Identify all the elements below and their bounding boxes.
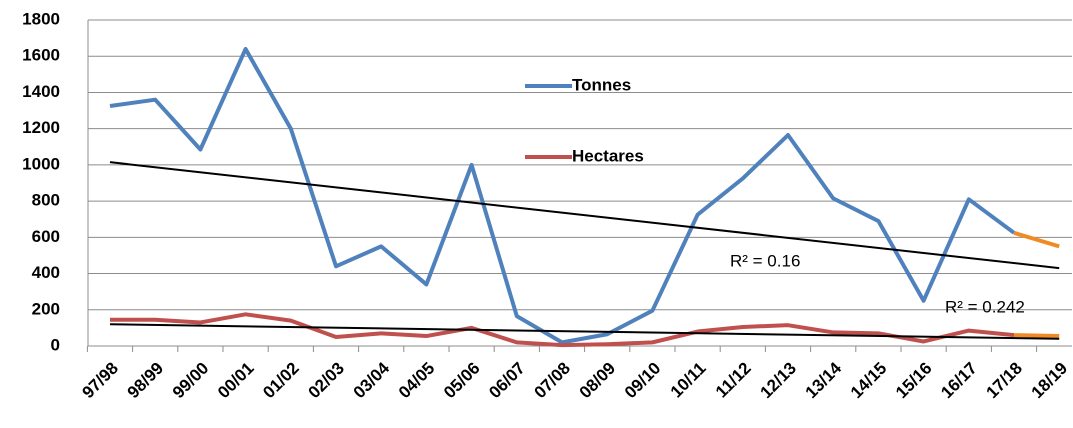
y-tick-label: 600 bbox=[32, 227, 60, 246]
y-tick-label: 1400 bbox=[22, 82, 60, 101]
x-tick-label: 09/10 bbox=[621, 359, 665, 403]
x-tick-label: 16/17 bbox=[937, 359, 981, 403]
y-tick-label: 1800 bbox=[22, 9, 60, 28]
x-tick-label: 13/14 bbox=[802, 358, 846, 402]
x-tick-label: 01/02 bbox=[259, 359, 303, 403]
y-tick-label: 0 bbox=[51, 335, 60, 354]
x-tick-label: 12/13 bbox=[756, 359, 800, 403]
x-tick-label: 10/11 bbox=[667, 359, 710, 402]
x-tick-label: 04/05 bbox=[395, 359, 439, 403]
x-tick-label: 05/06 bbox=[440, 359, 484, 403]
legend-label: Hectares bbox=[572, 146, 644, 165]
legend-label: Tonnes bbox=[572, 75, 631, 94]
trendline bbox=[109, 161, 1060, 270]
x-tick-label: 15/16 bbox=[892, 359, 936, 403]
x-tick-label: 00/01 bbox=[214, 359, 258, 403]
y-tick-label: 1000 bbox=[22, 154, 60, 173]
x-tick-label: 99/00 bbox=[169, 359, 213, 403]
x-tick-label: 18/19 bbox=[1028, 359, 1072, 403]
x-tick-label: 06/07 bbox=[485, 359, 529, 403]
x-tick-label: 07/08 bbox=[530, 359, 574, 403]
y-tick-label: 200 bbox=[32, 299, 60, 318]
r-squared-label: R² = 0.242 bbox=[945, 297, 1025, 316]
y-tick-label: 800 bbox=[32, 191, 60, 210]
series-last-segment bbox=[1013, 333, 1060, 339]
x-tick-label: 14/15 bbox=[847, 359, 891, 403]
series-line bbox=[110, 312, 1015, 348]
y-tick-label: 1200 bbox=[22, 118, 60, 137]
x-tick-label: 97/98 bbox=[78, 359, 122, 403]
x-tick-label: 11/12 bbox=[712, 359, 755, 402]
series-last-segment bbox=[1013, 230, 1060, 249]
y-tick-label: 1600 bbox=[22, 46, 60, 65]
trendline bbox=[109, 323, 1060, 340]
x-tick-label: 03/04 bbox=[350, 358, 394, 402]
x-tick-label: 02/03 bbox=[304, 359, 348, 403]
series-line bbox=[109, 46, 1016, 345]
x-tick-label: 08/09 bbox=[576, 359, 620, 403]
y-tick-label: 400 bbox=[32, 263, 60, 282]
x-tick-label: 98/99 bbox=[124, 359, 168, 403]
r-squared-label: R² = 0.16 bbox=[730, 251, 800, 270]
x-tick-label: 17/18 bbox=[982, 359, 1026, 403]
